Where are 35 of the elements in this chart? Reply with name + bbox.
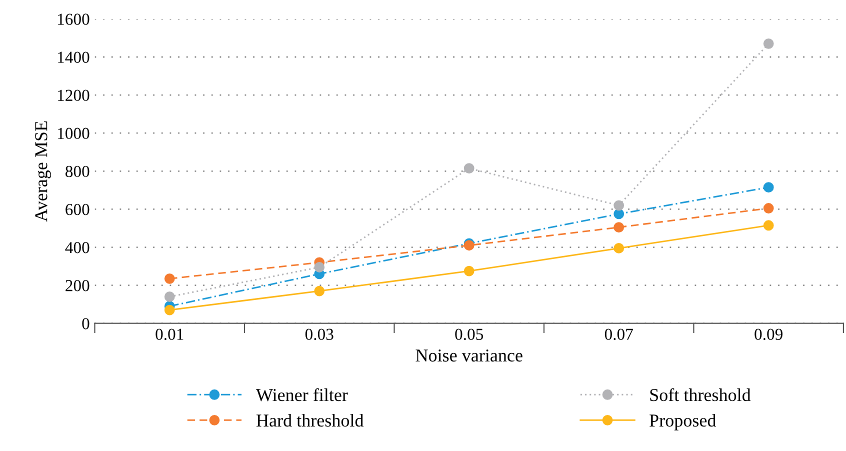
point — [164, 273, 175, 284]
legend-label: Wiener filter — [256, 388, 348, 402]
point — [614, 243, 624, 254]
point — [464, 163, 474, 174]
x-tick-label: 0.09 — [754, 328, 782, 340]
legend-label: Proposed — [650, 414, 716, 430]
point — [763, 38, 774, 49]
y-tick-label: 1200 — [58, 90, 90, 101]
point — [614, 208, 624, 220]
point — [763, 220, 774, 231]
x-tick-label: 0.07 — [604, 328, 633, 340]
point — [763, 203, 774, 214]
point — [314, 262, 325, 272]
y-tick-label: 0 — [82, 318, 90, 330]
y-axis-title: Average MSE — [35, 121, 51, 222]
y-tick-label: 200 — [66, 280, 90, 292]
y-tick-label: 800 — [66, 166, 90, 178]
x-tick-label: 0.03 — [305, 328, 334, 340]
point — [314, 286, 325, 296]
y-tick-label: 1400 — [58, 52, 90, 63]
point — [614, 200, 624, 211]
point — [464, 266, 474, 276]
y-tick-label: 600 — [66, 204, 90, 216]
x-tick-label: 0.05 — [455, 328, 484, 340]
y-tick-label: 400 — [65, 242, 90, 254]
x-axis-title: Noise variance — [416, 349, 522, 362]
point — [763, 182, 774, 193]
point — [614, 222, 624, 232]
legend-label: Soft threshold — [650, 388, 751, 402]
y-tick-label: 1600 — [58, 14, 90, 25]
y-tick-label: 1000 — [58, 128, 90, 140]
legend-label: Hard threshold — [256, 414, 364, 427]
point — [164, 304, 175, 316]
x-tick-label: 0.01 — [156, 328, 184, 340]
point — [164, 292, 175, 302]
